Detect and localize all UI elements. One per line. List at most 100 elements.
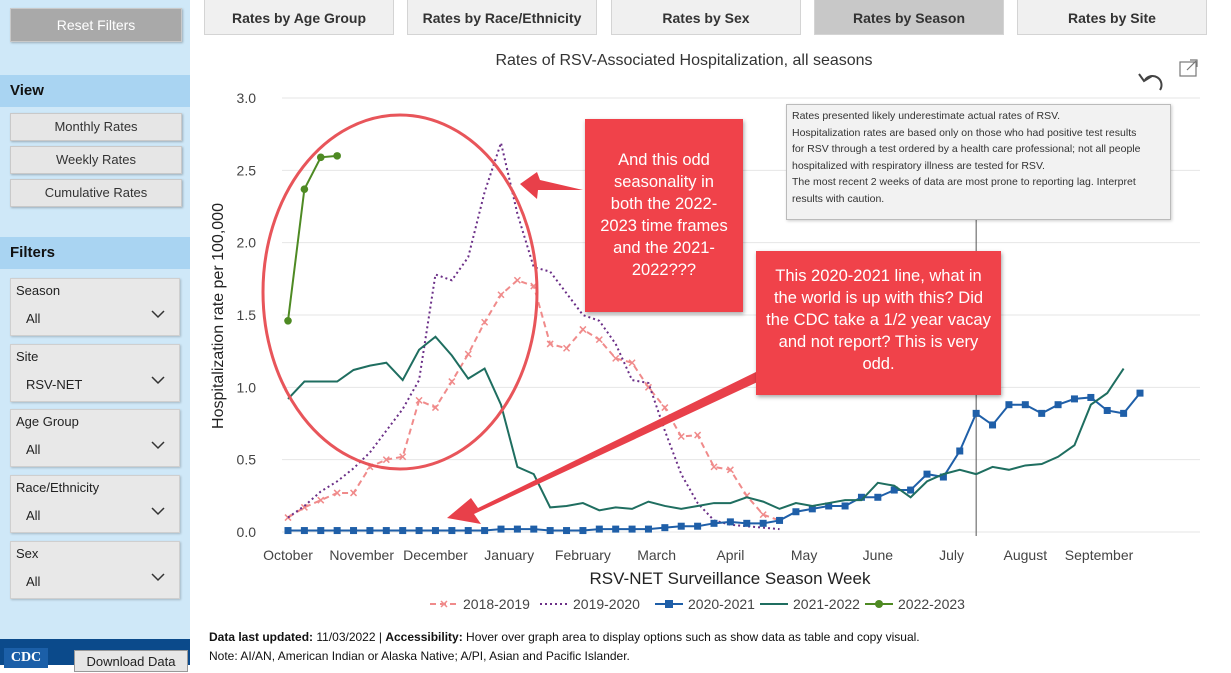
tab-age-group[interactable]: Rates by Age Group	[204, 0, 394, 35]
filter-value: All	[26, 442, 41, 457]
data-point	[464, 527, 472, 535]
data-point	[333, 489, 341, 497]
race-ethnicity-filter[interactable]: Race/Ethnicity All	[10, 475, 180, 533]
y-tick-label: 2.0	[237, 235, 257, 251]
footer-update-line: Data last updated: 11/03/2022 | Accessib…	[209, 630, 920, 644]
data-point	[316, 153, 325, 162]
age-group-filter[interactable]: Age Group All	[10, 409, 180, 467]
x-tick-label: September	[1065, 547, 1134, 563]
data-point	[1087, 393, 1095, 401]
data-point	[284, 527, 292, 535]
x-tick-label: June	[863, 547, 894, 563]
data-point	[415, 527, 423, 535]
chevron-down-icon[interactable]	[151, 309, 165, 319]
legend-label: 2018-2019	[463, 596, 530, 612]
updated-value: 11/03/2022	[316, 630, 376, 644]
reset-filters-button[interactable]: Reset Filters	[10, 8, 182, 42]
data-point	[595, 336, 603, 344]
data-point	[841, 502, 849, 510]
note-line: The most recent 2 weeks of data are most…	[792, 176, 1136, 188]
tab-site[interactable]: Rates by Site	[1017, 0, 1207, 35]
data-point	[415, 396, 423, 404]
expand-icon[interactable]	[1179, 59, 1198, 77]
note-line: hospitalized with respiratory illness ar…	[792, 159, 1045, 172]
data-point	[350, 489, 358, 497]
data-point	[612, 525, 620, 533]
data-point	[628, 359, 636, 367]
filter-value: All	[26, 574, 41, 589]
line-2020-annotation: This 2020-2021 line, what in the world i…	[756, 251, 1001, 395]
highlight-ellipse	[261, 113, 539, 471]
data-point	[874, 493, 882, 501]
data-point	[939, 473, 947, 481]
chevron-down-icon[interactable]	[151, 506, 165, 516]
data-point	[644, 525, 652, 533]
chevron-down-icon[interactable]	[151, 572, 165, 582]
data-point	[890, 486, 898, 494]
data-point	[333, 527, 341, 535]
filter-value: RSV-NET	[26, 377, 83, 392]
accessibility-label: Accessibility:	[385, 630, 463, 644]
y-tick-label: 0.5	[237, 452, 257, 468]
cumulative-rates-button[interactable]: Cumulative Rates	[10, 179, 182, 207]
monthly-rates-button[interactable]: Monthly Rates	[10, 113, 182, 141]
filter-value: All	[26, 311, 41, 326]
data-point	[317, 527, 325, 535]
y-tick-label: 2.5	[237, 162, 257, 178]
data-point	[284, 316, 292, 325]
tab-sex[interactable]: Rates by Sex	[611, 0, 801, 35]
data-point	[1103, 406, 1111, 414]
data-point	[595, 525, 603, 533]
x-tick-label: November	[329, 547, 394, 563]
data-point	[792, 508, 800, 516]
series-line-2022-2023	[287, 154, 338, 321]
series-group	[284, 139, 1144, 535]
undo-icon[interactable]	[1138, 73, 1163, 91]
chevron-down-icon[interactable]	[151, 440, 165, 450]
footer-separator: |	[375, 630, 386, 644]
data-point	[694, 522, 702, 530]
data-point	[448, 527, 456, 535]
cdc-logo: CDC	[4, 648, 48, 668]
seasonality-annotation: And this odd seasonality in both the 202…	[585, 119, 743, 312]
data-point	[579, 527, 587, 535]
data-point	[1136, 389, 1144, 397]
data-point	[563, 527, 571, 535]
view-heading: View	[0, 75, 190, 107]
legend: 2018-2019 2019-2020 2020-2021 2021-2022 2022…	[430, 596, 965, 612]
data-point	[857, 493, 865, 501]
chevron-down-icon[interactable]	[151, 375, 165, 385]
data-point	[300, 185, 309, 193]
data-point	[661, 404, 669, 412]
data-point	[1054, 401, 1062, 409]
tab-race-ethnicity[interactable]: Rates by Race/Ethnicity	[407, 0, 597, 35]
note-line: Hospitalization rates are based only on …	[792, 126, 1137, 139]
filters-heading: Filters	[0, 237, 190, 269]
legend-marker	[875, 600, 883, 608]
data-point	[989, 421, 997, 429]
data-point	[431, 404, 439, 412]
note-line: for RSV through a test ordered by a heal…	[792, 143, 1141, 155]
weekly-rates-button[interactable]: Weekly Rates	[10, 146, 182, 174]
arrow-to-peak	[520, 172, 583, 199]
data-point	[677, 522, 685, 530]
sex-filter[interactable]: Sex All	[10, 541, 180, 599]
sidebar: Reset Filters View Monthly Rates Weekly …	[0, 0, 190, 672]
data-point	[956, 447, 964, 455]
data-point	[399, 527, 407, 535]
data-point	[481, 527, 489, 535]
data-point	[907, 486, 915, 494]
series-line-2021-2022	[287, 335, 1125, 512]
data-point	[759, 511, 767, 519]
data-point	[726, 466, 734, 474]
season-filter[interactable]: Season All	[10, 278, 180, 336]
data-point	[579, 325, 587, 333]
data-point	[644, 383, 652, 391]
data-point	[1120, 409, 1128, 417]
tab-season[interactable]: Rates by Season	[814, 0, 1004, 35]
filter-label: Race/Ethnicity	[16, 480, 100, 495]
site-filter[interactable]: Site RSV-NET	[10, 344, 180, 402]
data-point	[497, 291, 505, 299]
x-tick-label: May	[791, 547, 817, 563]
